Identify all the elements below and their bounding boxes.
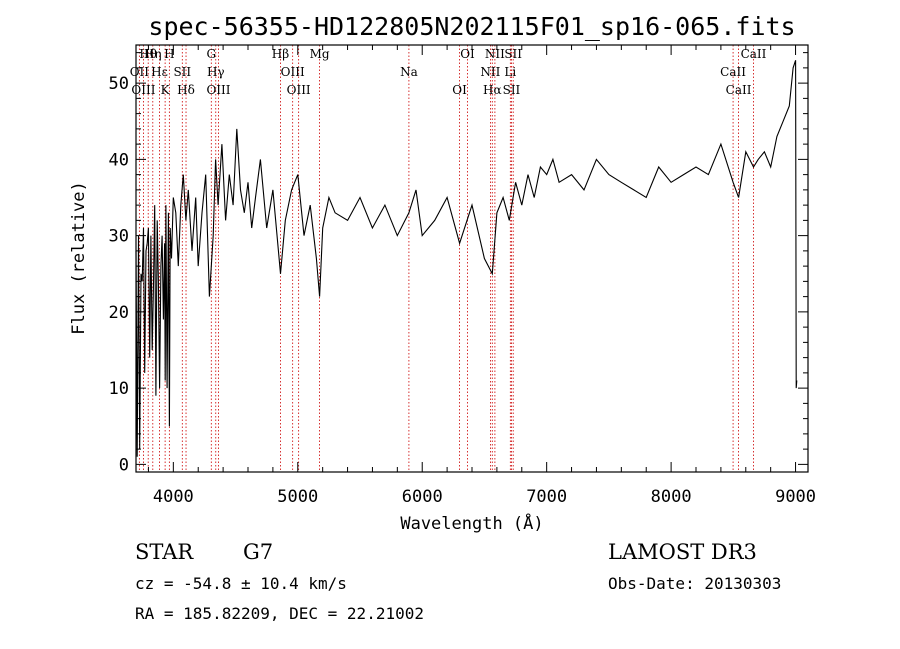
line-label: SII	[173, 65, 191, 79]
y-tick-label: 0	[119, 455, 129, 475]
line-label: Hα	[483, 83, 502, 97]
line-label: Mg	[310, 47, 330, 61]
y-tick-label: 20	[109, 303, 129, 323]
line-label: Hε	[151, 65, 168, 79]
axis-tick-labels: 4000 5000 6000 7000 8000 9000 0 10 20 30 40 50	[109, 74, 817, 507]
y-tick-label: 40	[109, 150, 129, 170]
line-label: Li	[504, 65, 516, 79]
line-label: CaII	[726, 83, 752, 97]
line-label: OIII	[281, 65, 305, 79]
spectral-subclass: G7	[243, 540, 274, 564]
line-label: OII	[130, 65, 150, 79]
spectral-line-labels: Hθ OII OIII Hη Hε K H SII Hδ G Hγ OIII Hβ OIII OIII Mg N…	[130, 47, 767, 97]
line-label: SII	[503, 83, 521, 97]
line-label: Hδ	[177, 83, 195, 97]
y-tick-label: 30	[109, 227, 129, 247]
spectrum-line	[135, 60, 798, 457]
chart-title: spec-56355-HD122805N202115F01_sp16-065.f…	[148, 12, 795, 41]
line-label: OIII	[287, 83, 311, 97]
line-label: CaII	[720, 65, 746, 79]
x-tick-label: 8000	[651, 487, 692, 507]
line-label: SII	[504, 47, 522, 61]
spectral-line-markers	[138, 45, 754, 472]
line-label: Hθ	[139, 47, 157, 61]
line-label: OIII	[131, 83, 155, 97]
coordinates-readout: RA = 185.82209, DEC = 22.21002	[135, 604, 424, 623]
x-tick-label: 6000	[402, 487, 443, 507]
line-label: OI	[452, 83, 467, 97]
line-label: OI	[460, 47, 475, 61]
axis-ticks	[136, 45, 808, 472]
line-label: CaII	[741, 47, 767, 61]
line-label: Hγ	[207, 65, 225, 79]
observation-date: Obs-Date: 20130303	[608, 574, 782, 593]
redshift-readout: cz = -54.8 ± 10.4 km/s	[135, 574, 347, 593]
line-label: H	[164, 47, 174, 61]
x-tick-label: 5000	[277, 487, 318, 507]
line-label: Hβ	[272, 47, 289, 61]
line-label: Na	[400, 65, 418, 79]
line-label: G	[206, 47, 216, 61]
line-label: OIII	[206, 83, 230, 97]
y-axis-label: Flux (relative)	[69, 181, 89, 335]
x-axis-label: Wavelength (Å)	[400, 512, 543, 534]
object-type: STAR	[135, 540, 194, 564]
y-tick-label: 10	[109, 379, 129, 399]
x-tick-label: 9000	[775, 487, 816, 507]
y-tick-label: 50	[109, 74, 129, 94]
line-label: NII	[480, 65, 500, 79]
x-tick-label: 4000	[153, 487, 194, 507]
x-tick-label: 7000	[526, 487, 567, 507]
line-label: Hη	[144, 47, 162, 61]
line-label: K	[161, 83, 171, 97]
survey-name: LAMOST DR3	[608, 540, 757, 564]
plot-frame	[135, 44, 809, 473]
line-label: NII	[485, 47, 505, 61]
